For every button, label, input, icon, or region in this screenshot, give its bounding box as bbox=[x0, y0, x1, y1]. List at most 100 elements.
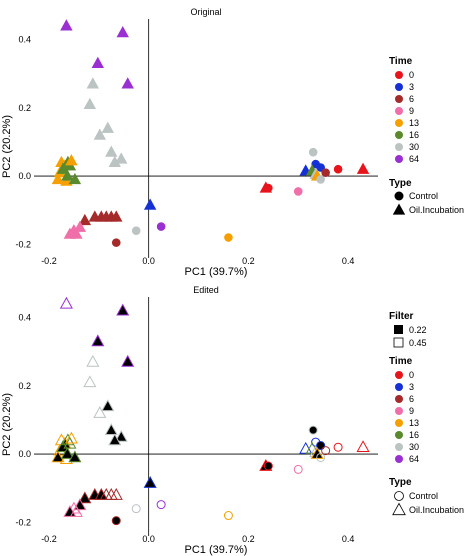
y-tick-label: 0.4 bbox=[18, 34, 31, 44]
data-point-control bbox=[316, 452, 326, 462]
data-point-oil-incubation bbox=[108, 433, 122, 446]
data-point-oil-incubation bbox=[59, 296, 73, 309]
data-point-oil-incubation bbox=[51, 450, 65, 463]
data-point-oil-incubation bbox=[69, 505, 83, 517]
legend-type-oil-swatch bbox=[392, 203, 406, 215]
data-point-oil-incubation bbox=[51, 172, 65, 185]
legend-time-label: 30 bbox=[409, 442, 419, 452]
legend-time-swatch bbox=[395, 431, 403, 439]
data-point-oil-incubation bbox=[105, 145, 118, 157]
data-point-control bbox=[111, 238, 121, 247]
data-point-oil-incubation bbox=[116, 303, 130, 316]
chart-panel-1: Edited -0.2 0.0 0.2 0.4 -0.2 0.0 0.2 0.4 PC1 (39.… bbox=[1, 285, 378, 556]
x-axis-label: PC1 (39.7%) bbox=[185, 266, 248, 278]
x-tick-label: -0.2 bbox=[41, 256, 57, 266]
data-point-oil-incubation bbox=[143, 198, 157, 210]
data-point-control bbox=[131, 504, 141, 514]
data-point-oil-incubation bbox=[143, 476, 157, 488]
legend-time-label: 9 bbox=[409, 406, 414, 416]
data-point-control bbox=[321, 446, 331, 456]
legend-time-swatch bbox=[395, 107, 403, 115]
legend-time-swatch bbox=[395, 395, 403, 403]
data-point-control bbox=[293, 464, 303, 474]
legend-type-control-swatch bbox=[394, 491, 404, 501]
legend-time-swatch bbox=[395, 131, 403, 139]
data-point-oil-incubation bbox=[86, 354, 100, 367]
data-point-oil-incubation bbox=[61, 169, 74, 181]
y-tick-label: 0.0 bbox=[18, 449, 31, 459]
data-point-oil-incubation bbox=[91, 334, 105, 347]
data-point-oil-incubation bbox=[83, 97, 97, 109]
legend-type-oil-swatch bbox=[392, 502, 406, 516]
y-tick-label: -0.2 bbox=[15, 239, 31, 249]
legend-type-label: Oil.Incubation bbox=[409, 205, 464, 215]
legend-time-label: 0 bbox=[409, 70, 414, 80]
data-point-oil-incubation bbox=[121, 77, 134, 89]
chart-title: Original bbox=[190, 7, 221, 17]
legend-type-label: Control bbox=[409, 491, 438, 501]
x-tick-label: 0.2 bbox=[242, 256, 255, 266]
data-point-control bbox=[264, 183, 273, 193]
chart-panel-0: Original -0.2 0.0 0.2 0.4 -0.2 0.0 0.2 0.4 PC1 (3… bbox=[1, 7, 378, 278]
data-point-oil-incubation bbox=[109, 487, 123, 500]
data-point-control bbox=[156, 222, 166, 231]
legend-filter-filled-swatch bbox=[394, 325, 403, 334]
legend-filter-title: Filter bbox=[389, 311, 414, 322]
data-point-oil-incubation bbox=[86, 77, 100, 89]
data-point-control bbox=[293, 187, 303, 196]
legend-time-label: 3 bbox=[409, 82, 414, 92]
data-point-oil-incubation bbox=[108, 155, 121, 168]
x-tick-label: 0.2 bbox=[242, 534, 255, 544]
data-point-control bbox=[131, 226, 141, 235]
legend-filter-label: 0.22 bbox=[409, 325, 427, 335]
legend-time-title: Time bbox=[389, 356, 413, 367]
legend-time-swatch bbox=[395, 95, 403, 103]
data-point-control bbox=[333, 164, 343, 174]
legend-filter-open-swatch bbox=[393, 337, 404, 348]
legend-time-swatch bbox=[395, 407, 403, 415]
legend-time-label: 64 bbox=[409, 154, 419, 164]
data-point-oil-incubation bbox=[299, 441, 313, 454]
data-point-control bbox=[308, 425, 318, 435]
data-point-control bbox=[333, 442, 343, 452]
x-axis-label: PC1 (39.7%) bbox=[185, 544, 248, 556]
data-point-oil-incubation bbox=[68, 450, 82, 463]
data-point-oil-incubation bbox=[60, 19, 73, 31]
x-tick-label: 0.4 bbox=[342, 256, 355, 266]
data-point-oil-incubation bbox=[93, 128, 107, 140]
legend-time-label: 16 bbox=[409, 430, 419, 440]
data-point-oil-incubation bbox=[104, 423, 118, 435]
data-point-oil-incubation bbox=[60, 447, 74, 459]
data-point-oil-incubation bbox=[121, 354, 135, 367]
legend-time-label: 16 bbox=[409, 130, 419, 140]
legend-time-label: 64 bbox=[409, 454, 419, 464]
y-tick-label: 0.2 bbox=[18, 103, 31, 113]
data-point-oil-incubation bbox=[68, 172, 82, 185]
data-point-oil-incubation bbox=[114, 429, 128, 442]
data-point-oil-incubation bbox=[91, 56, 105, 69]
y-axis-label: PC2 (20.2%) bbox=[1, 115, 13, 178]
legend-type-control-swatch bbox=[394, 191, 404, 201]
legend-type-title: Type bbox=[389, 477, 412, 488]
legend-time-swatch bbox=[395, 119, 403, 127]
data-point-oil-incubation bbox=[101, 121, 114, 133]
legend-time-swatch bbox=[395, 383, 403, 391]
data-point-control bbox=[316, 175, 325, 184]
legend-time-label: 3 bbox=[409, 382, 414, 392]
legend-type-label: Control bbox=[409, 191, 438, 201]
data-point-oil-incubation bbox=[70, 227, 83, 239]
y-tick-label: 0.0 bbox=[18, 171, 31, 181]
legend-type-label: Oil.Incubation bbox=[409, 505, 464, 515]
chart-title: Edited bbox=[193, 285, 219, 295]
data-point-oil-incubation bbox=[101, 399, 115, 412]
x-tick-label: 0.0 bbox=[142, 256, 155, 266]
data-point-oil-incubation bbox=[83, 375, 97, 388]
data-point-control bbox=[111, 516, 121, 526]
x-tick-label: -0.2 bbox=[41, 534, 57, 544]
data-point-oil-incubation bbox=[56, 440, 70, 453]
data-point-oil-incubation bbox=[78, 213, 92, 226]
x-tick-label: 0.4 bbox=[342, 534, 355, 544]
data-point-control bbox=[263, 461, 273, 471]
legend-time-label: 6 bbox=[409, 94, 414, 104]
